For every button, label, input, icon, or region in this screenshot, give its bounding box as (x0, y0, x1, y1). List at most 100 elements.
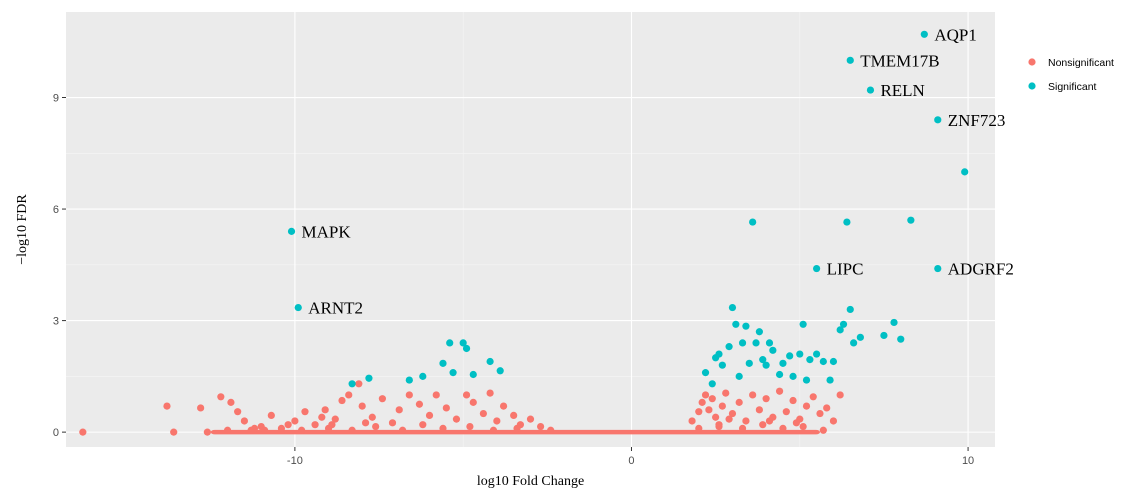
nonsignificant-point (759, 421, 767, 429)
nonsignificant-point (277, 424, 286, 433)
nonsignificant-point (792, 419, 801, 427)
nonsignificant-point (415, 400, 424, 408)
significant-point (735, 372, 743, 380)
nonsignificant-point (499, 402, 508, 410)
significant-point (920, 30, 928, 38)
y-axis-title: −log10 FDR (15, 194, 30, 265)
significant-point (718, 361, 726, 369)
x-tick-label: 0 (628, 455, 634, 467)
gene-label: ADGRF2 (948, 260, 1014, 279)
nonsignificant-point (775, 387, 784, 395)
axis-ticks: 0 3 6 9 -10 0 10 (53, 93, 974, 467)
significant-point (799, 320, 807, 328)
nonsignificant-point (712, 413, 720, 421)
significant-point (755, 328, 763, 336)
x-tick-label: -10 (287, 455, 303, 467)
plot-panel (66, 12, 995, 447)
significant-point (745, 359, 753, 367)
y-tick-label: 0 (53, 427, 59, 439)
nonsignificant-point (789, 396, 797, 405)
nonsignificant-point (284, 421, 292, 429)
legend-label-nonsignificant: Nonsignificant (1048, 57, 1114, 69)
nonsignificant-point (298, 426, 306, 434)
significant-point (866, 86, 875, 94)
significant-point (759, 356, 767, 364)
significant-point (365, 374, 373, 382)
nonsignificant-point (388, 419, 397, 427)
y-tick-label: 3 (53, 316, 59, 328)
significant-point (796, 350, 804, 358)
significant-point (708, 380, 716, 388)
legend-key-significant (1028, 82, 1036, 90)
significant-point (813, 264, 821, 273)
significant-point (961, 168, 969, 176)
significant-point (789, 372, 797, 380)
significant-point (880, 331, 888, 340)
nonsignificant-point (291, 417, 299, 425)
significant-point (779, 359, 787, 367)
significant-point (769, 346, 777, 354)
significant-point (850, 339, 858, 347)
nonsignificant-point (234, 408, 242, 416)
significant-point (813, 350, 821, 358)
significant-point (765, 339, 774, 347)
nonsignificant-point (311, 421, 319, 429)
significant-point (738, 339, 747, 347)
gene-label: MAPK (302, 222, 352, 241)
nonsignificant-point (318, 413, 326, 421)
significant-point (701, 369, 710, 377)
significant-point (449, 369, 457, 377)
nonsignificant-point (372, 422, 380, 431)
significant-point (839, 320, 848, 328)
nonsignificant-point (452, 415, 461, 423)
nonsignificant-point (695, 408, 703, 416)
nonsignificant-point (809, 393, 817, 401)
nonsignificant-point (823, 404, 831, 412)
nonsignificant-point (489, 426, 498, 434)
nonsignificant-point (698, 398, 706, 406)
significant-point (348, 380, 356, 388)
gene-label: AQP1 (934, 25, 977, 44)
nonsignificant-point (398, 426, 407, 434)
gene-annotations: AQP1 TMEM17B RELN ZNF723 MAPK LIPC ADGRF2 ARNT2 (302, 25, 1014, 317)
significant-point (486, 357, 494, 366)
nonsignificant-point (250, 424, 259, 433)
nonsignificant-point (348, 426, 356, 434)
nonsignificant-point (267, 411, 275, 419)
y-tick-label: 9 (53, 93, 59, 105)
nonsignificant-point (301, 408, 309, 416)
significant-point (749, 218, 757, 226)
nonsignificant-point (439, 424, 447, 433)
nonsignificant-point (486, 389, 494, 397)
nonsignificant-point (799, 422, 807, 431)
nonsignificant-point (462, 391, 471, 399)
significant-point (712, 354, 720, 362)
nonsignificant-point (725, 415, 733, 423)
significant-point (732, 320, 740, 328)
nonsignificant-point (378, 395, 386, 403)
nonsignificant-point (802, 402, 811, 410)
nonsignificant-point (836, 391, 844, 399)
nonsignificant-point (466, 422, 474, 431)
nonsignificant-point (510, 411, 518, 419)
gene-label: ZNF723 (948, 111, 1006, 130)
nonsignificant-point (708, 395, 716, 403)
nonsignificant-point (536, 422, 545, 431)
gene-label: TMEM17B (860, 51, 939, 70)
significant-point (907, 216, 915, 224)
nonsignificant-point (358, 402, 366, 410)
nonsignificant-point (715, 422, 723, 431)
significant-point (469, 370, 477, 379)
significant-point (459, 339, 467, 347)
data-points (79, 30, 969, 436)
significant-point (819, 357, 827, 366)
nonsignificant-point (779, 424, 787, 433)
significant-point (890, 318, 898, 327)
nonsignificant-point (260, 426, 269, 434)
nonsignificant-point (425, 411, 434, 419)
nonsignificant-point (819, 426, 827, 434)
nonsignificant-point (405, 391, 413, 399)
nonsignificant-point (79, 428, 87, 436)
nonsignificant-point (493, 417, 501, 425)
